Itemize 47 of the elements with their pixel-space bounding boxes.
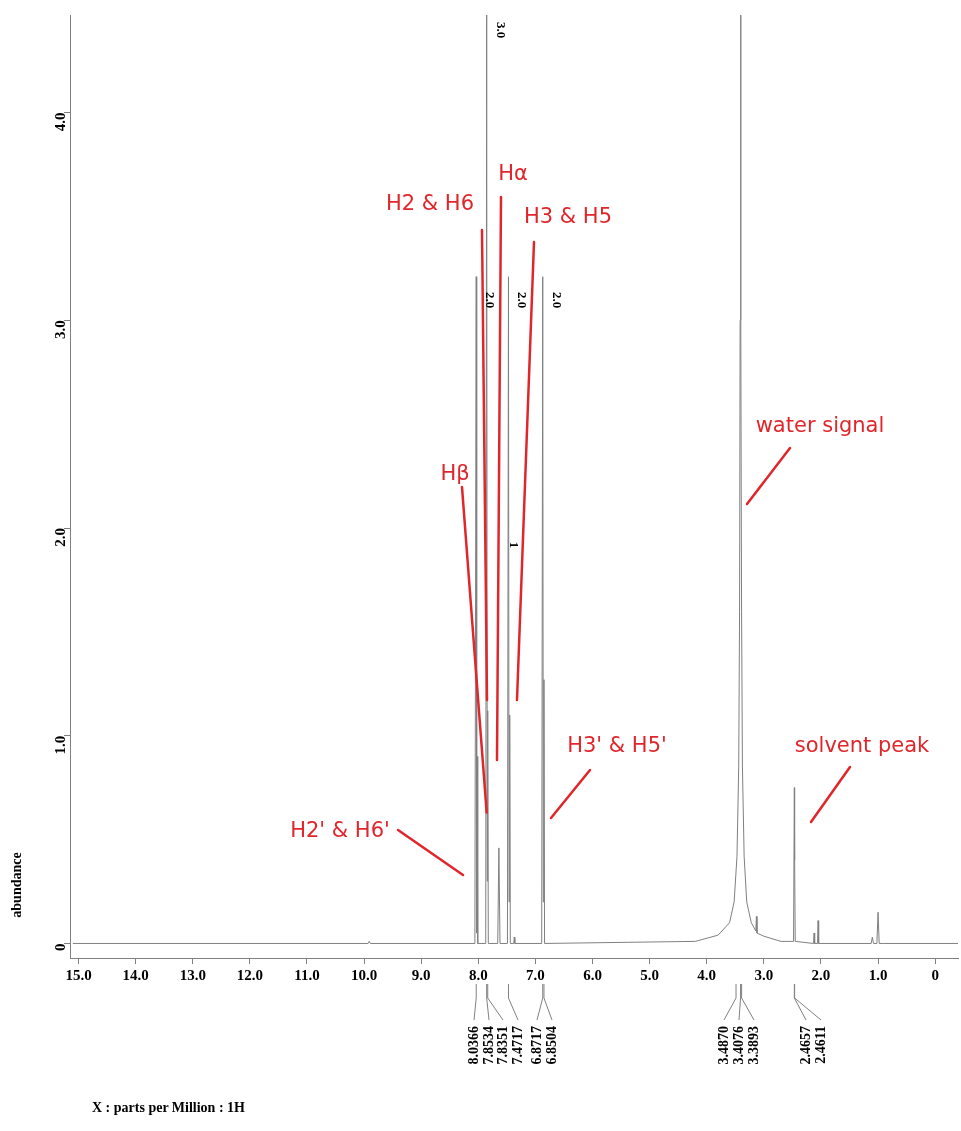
x-tick-label: 10.0 <box>350 966 378 983</box>
annotation: 1 <box>506 541 522 549</box>
x-tick-label: 3.0 <box>754 966 774 983</box>
y-tick-label: 1.0 <box>51 735 68 755</box>
annotation: 8.0366 <box>465 1026 481 1065</box>
x-tick-label: 4.0 <box>697 966 717 983</box>
annotation: 2.0 <box>514 291 530 309</box>
text: X : parts per Million : 1H <box>92 1099 246 1115</box>
annotation: 3.0 <box>493 21 509 39</box>
y-tick-label: 2.0 <box>51 528 68 547</box>
y-tick-label: 4.0 <box>51 112 68 132</box>
x-tick-label: 14.0 <box>122 966 149 983</box>
annotation: 2.0 <box>549 291 565 309</box>
x-tick-label: 12.0 <box>236 966 264 983</box>
annotation: 6.8717 <box>528 1026 544 1065</box>
x-tick-label: 7.0 <box>526 966 545 983</box>
annotation: 2.4657 <box>797 1026 813 1065</box>
y-tick-label: 3.0 <box>51 320 68 340</box>
annotation: 3.4076 <box>730 1026 746 1065</box>
x-tick-label: 0 <box>931 966 939 983</box>
x-tick-label: 8.0 <box>468 966 488 983</box>
x-tick-label: 2.0 <box>811 966 831 983</box>
annotation: H3 & H5 <box>523 204 613 229</box>
annotation: H3' & H5' <box>567 733 667 758</box>
x-tick-label: 13.0 <box>179 966 206 983</box>
annotation: Hα <box>498 161 528 186</box>
x-tick-label: 11.0 <box>294 966 320 983</box>
annotation: Hβ <box>440 461 470 486</box>
x-tick-label: 9.0 <box>411 966 431 983</box>
annotation: 7.8351 <box>494 1026 510 1065</box>
annotation: 6.8504 <box>543 1026 559 1065</box>
x-tick-label: 6.0 <box>583 966 602 983</box>
annotation: 2.0 <box>482 291 498 309</box>
annotation: H2' & H6' <box>290 818 390 843</box>
annotation: 2.4611 <box>812 1026 828 1064</box>
annotation: H2 & H6 <box>385 191 475 216</box>
x-tick-label: 5.0 <box>640 966 659 983</box>
x-tick-label: 15.0 <box>65 966 92 983</box>
annotation: 7.8534 <box>480 1026 496 1065</box>
annotation: 7.4717 <box>509 1026 525 1065</box>
x-tick-label: 1.0 <box>868 966 888 983</box>
annotation: 3.4870 <box>715 1026 731 1065</box>
annotation: solvent peak <box>794 733 931 758</box>
y-axis-title: abundance <box>9 852 25 918</box>
annotation: 3.3893 <box>745 1026 761 1065</box>
annotation: water signal <box>755 413 885 438</box>
y-tick-label: 0 <box>51 943 68 951</box>
